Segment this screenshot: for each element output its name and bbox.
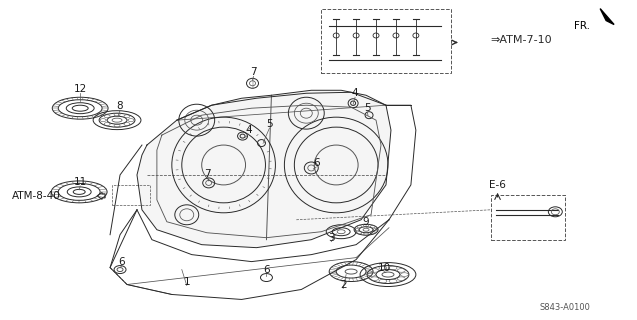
Text: ⇒ATM-7-10: ⇒ATM-7-10 — [490, 36, 552, 45]
Text: 5: 5 — [364, 103, 370, 113]
Text: 8: 8 — [117, 101, 124, 111]
Text: 4: 4 — [352, 88, 359, 98]
Bar — [490, 195, 565, 240]
Text: 3: 3 — [328, 233, 334, 243]
Text: 9: 9 — [362, 217, 369, 227]
Text: 7: 7 — [250, 67, 257, 77]
Text: 7: 7 — [204, 169, 211, 179]
Text: 2: 2 — [340, 279, 347, 290]
Polygon shape — [600, 9, 614, 25]
Text: 4: 4 — [245, 125, 252, 135]
Text: S843-A0100: S843-A0100 — [540, 303, 590, 312]
Text: 1: 1 — [183, 276, 190, 286]
Text: 12: 12 — [73, 84, 87, 94]
Text: 5: 5 — [266, 119, 273, 129]
Text: 6: 6 — [118, 257, 125, 267]
Text: E-6: E-6 — [489, 180, 506, 190]
Text: 10: 10 — [378, 263, 390, 273]
FancyArrow shape — [97, 192, 105, 199]
Text: 6: 6 — [263, 265, 270, 275]
Bar — [112, 185, 150, 205]
Text: 6: 6 — [313, 158, 320, 168]
Text: 11: 11 — [73, 177, 87, 187]
Polygon shape — [137, 90, 391, 248]
Text: ATM-8-40: ATM-8-40 — [11, 191, 61, 201]
Text: FR.: FR. — [574, 20, 590, 30]
Bar — [321, 9, 451, 73]
